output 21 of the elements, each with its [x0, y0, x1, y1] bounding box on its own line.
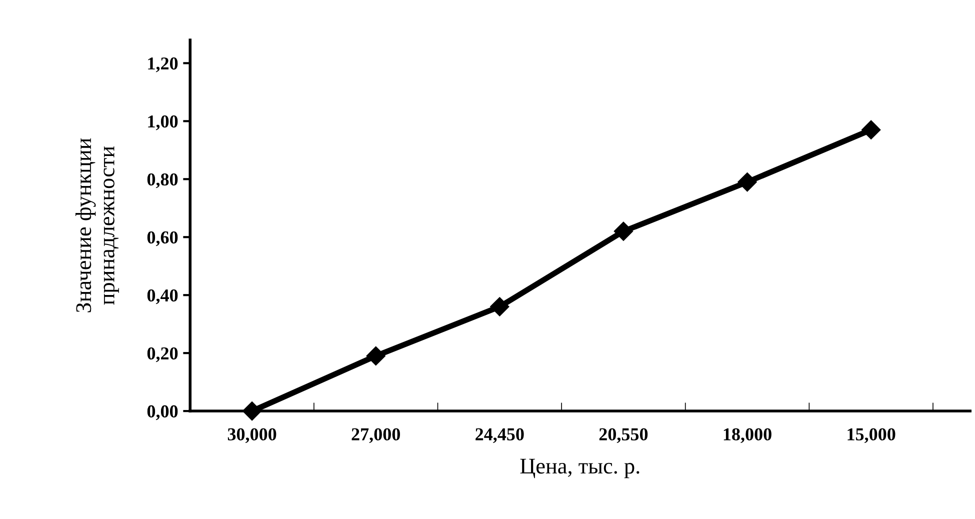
point: [614, 222, 633, 241]
x-tick-label: 30,000: [228, 428, 276, 444]
y-tick-label: 0,20: [147, 347, 178, 362]
x-tick-label: 18,000: [724, 428, 772, 444]
x-tick-label: 20,550: [599, 428, 648, 444]
point: [862, 120, 881, 140]
y-tick-label: 1,20: [148, 57, 178, 72]
y-axis-title: Значение функции принадлежности: [75, 138, 119, 312]
y-tick-label: 0,00: [147, 405, 178, 420]
x-tick-label: 27,000: [352, 428, 400, 444]
point: [242, 402, 262, 421]
y-tick-label: 0,80: [147, 173, 178, 188]
y-tick-label: 1,00: [148, 115, 178, 130]
point: [738, 172, 757, 192]
x-axis-title: Цена, тыс. р.: [520, 458, 640, 478]
x-tick-label: 15,000: [848, 428, 896, 444]
y-tick-label: 0,60: [147, 231, 178, 246]
x-tick-label: 24,450: [476, 428, 524, 444]
point: [366, 346, 386, 366]
point: [490, 297, 510, 316]
y-tick-label: 0,40: [147, 289, 178, 304]
